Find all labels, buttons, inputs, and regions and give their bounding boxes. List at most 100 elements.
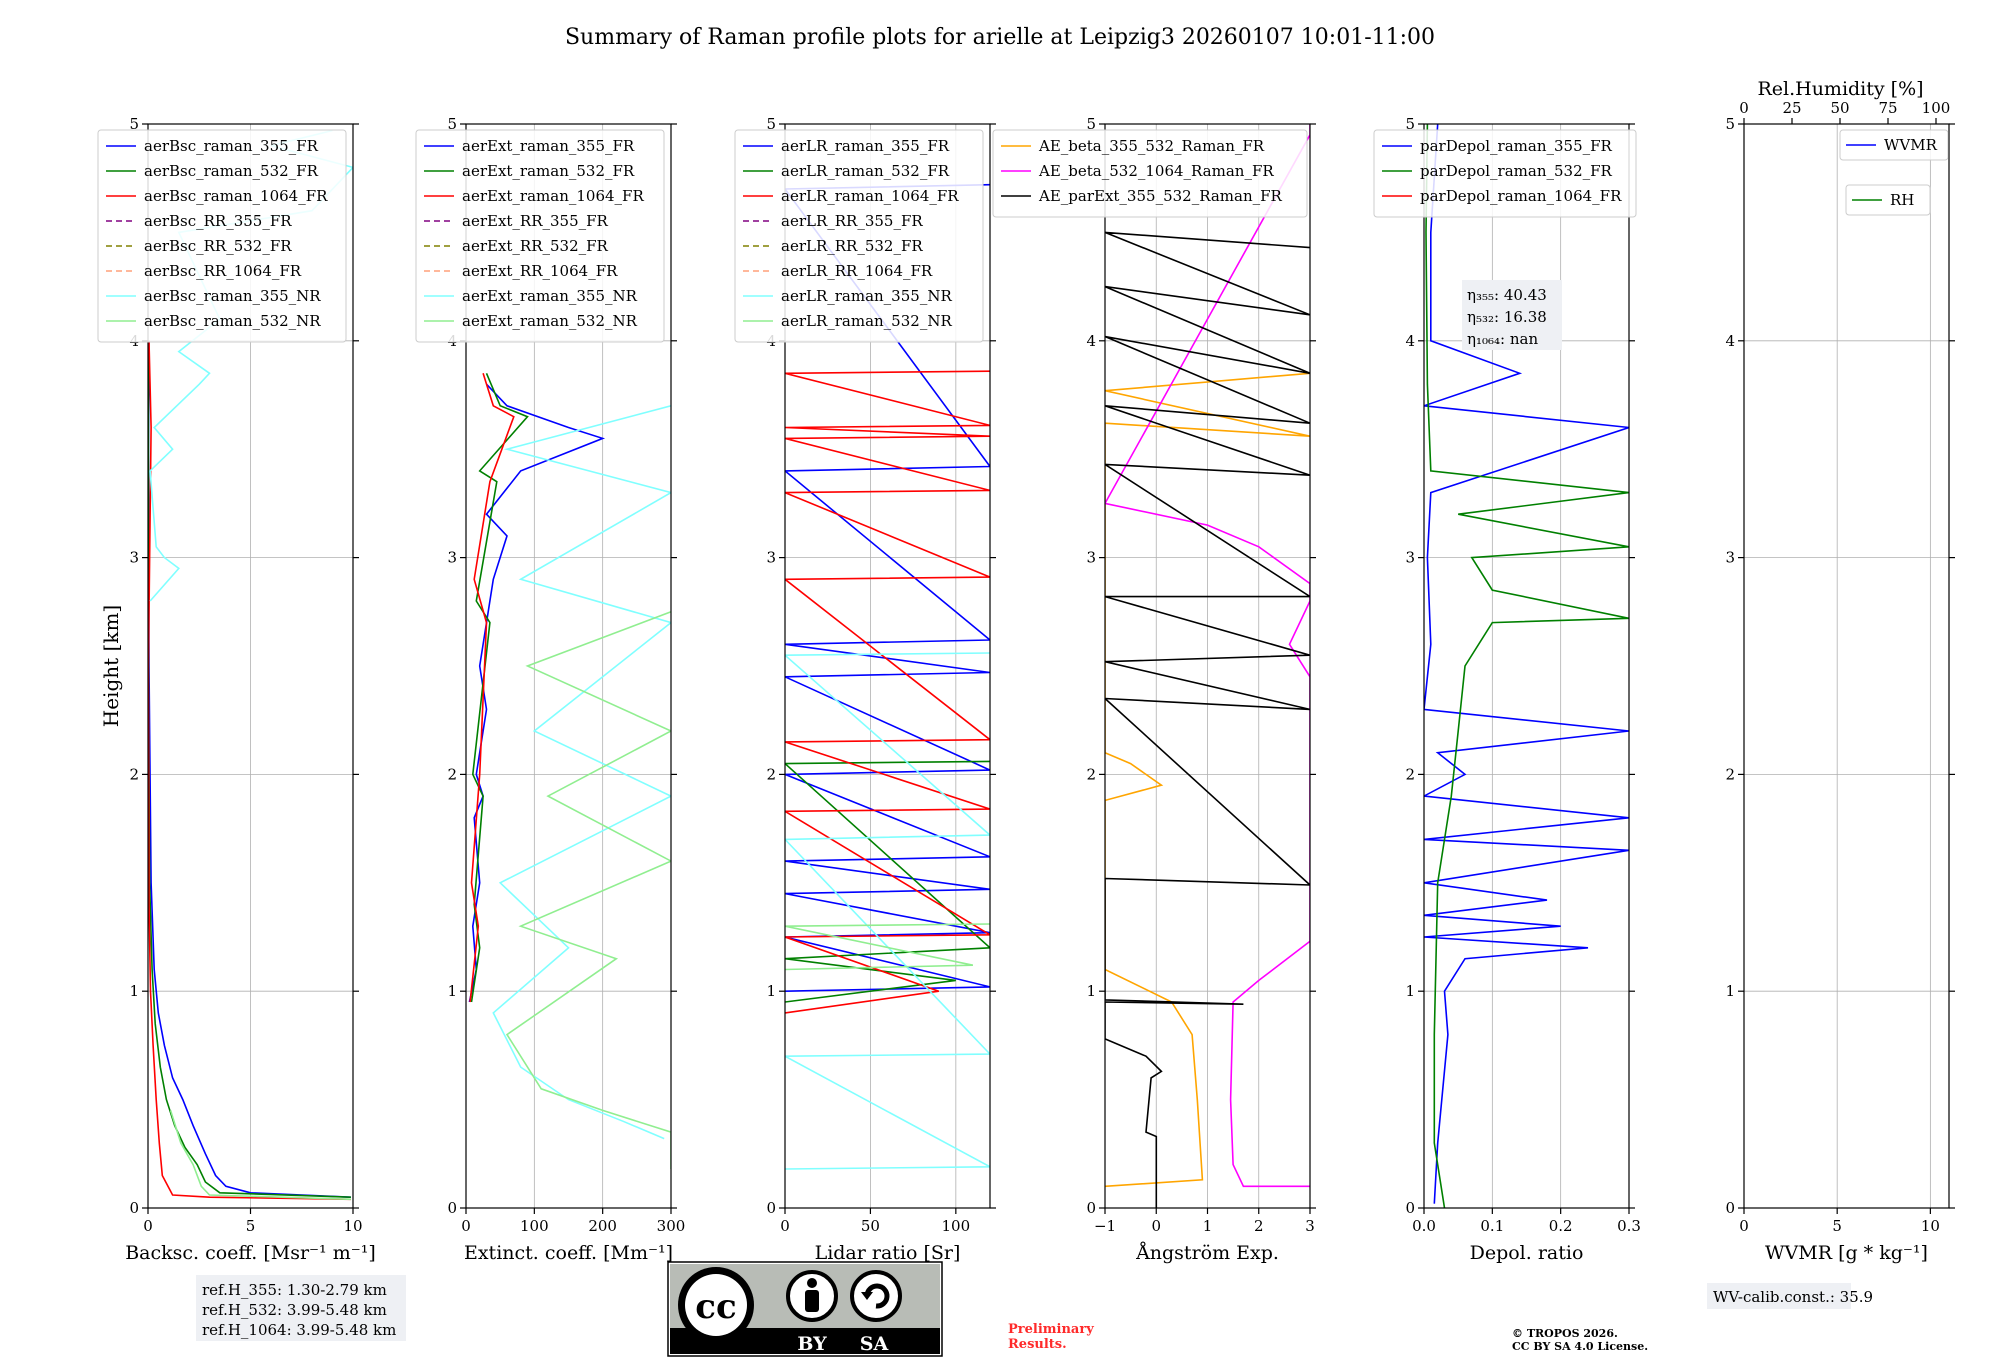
legend-label: aerBsc_raman_355_NR bbox=[144, 287, 321, 305]
legend-label: aerBsc_RR_532_FR bbox=[144, 237, 292, 255]
x-tick-label: 300 bbox=[657, 1217, 686, 1235]
y-tick-label: 2 bbox=[129, 765, 139, 783]
series-group bbox=[468, 372, 671, 1169]
y-tick-label: 2 bbox=[1725, 765, 1735, 783]
y-tick-label: 5 bbox=[766, 115, 776, 133]
panel-ext: 0100200300012345Extinct. coeff. [Mm⁻¹]ae… bbox=[415, 115, 686, 1264]
x-tick-label: 0.3 bbox=[1617, 1217, 1641, 1235]
legend-box bbox=[97, 129, 347, 343]
legend-label: parDepol_raman_532_FR bbox=[1420, 162, 1613, 180]
legend-label: aerExt_raman_532_FR bbox=[462, 162, 635, 180]
x-tick-label: 0.2 bbox=[1549, 1217, 1573, 1235]
legend-label: aerBsc_raman_532_FR bbox=[144, 162, 319, 180]
y-tick-label: 2 bbox=[1405, 765, 1415, 783]
y-tick-label: 4 bbox=[1405, 332, 1415, 350]
top-x-tick-label: 25 bbox=[1782, 99, 1801, 117]
y-tick-label: 2 bbox=[1086, 765, 1096, 783]
series-group bbox=[785, 183, 990, 1170]
y-tick-label: 0 bbox=[766, 1199, 776, 1217]
legend-label: aerLR_RR_355_FR bbox=[781, 212, 923, 230]
eta-annotation: η₁₀₆₄: nan bbox=[1467, 330, 1538, 348]
y-tick-label: 1 bbox=[1086, 982, 1096, 1000]
legend-label: aerExt_raman_532_NR bbox=[462, 312, 638, 330]
copyright-note: © TROPOS 2026. CC BY SA 4.0 License. bbox=[1512, 1327, 1648, 1353]
top-x-tick-label: 0 bbox=[1739, 99, 1749, 117]
x-tick-label: 2 bbox=[1254, 1217, 1264, 1235]
legend-label: aerBsc_raman_355_FR bbox=[144, 137, 319, 155]
x-tick-label: 5 bbox=[246, 1217, 256, 1235]
legend-label: aerExt_RR_532_FR bbox=[462, 237, 609, 255]
eta-annotation-box bbox=[1462, 280, 1562, 350]
y-tick-label: 3 bbox=[766, 549, 776, 567]
top-x-tick-label: 75 bbox=[1878, 99, 1897, 117]
legend-label: AE_parExt_355_532_Raman_FR bbox=[1038, 187, 1283, 205]
y-tick-label: 0 bbox=[447, 1199, 457, 1217]
series-aerExt_raman_1064_FR bbox=[469, 373, 515, 1003]
series-aerLR_raman_1064_FR bbox=[785, 370, 990, 1014]
x-tick-label: 0 bbox=[1739, 1217, 1749, 1235]
legend-label: aerExt_RR_355_FR bbox=[462, 212, 609, 230]
y-tick-label: 3 bbox=[129, 549, 139, 567]
legend-label: aerBsc_raman_532_NR bbox=[144, 312, 321, 330]
cc-license-badge: cc BY SA bbox=[667, 1261, 943, 1357]
y-tick-label: 0 bbox=[1725, 1199, 1735, 1217]
preliminary-line-1: Preliminary bbox=[1008, 1322, 1094, 1337]
legend-label: aerBsc_RR_1064_FR bbox=[144, 262, 302, 280]
y-tick-label: 0 bbox=[1405, 1199, 1415, 1217]
x-tick-label: 200 bbox=[588, 1217, 617, 1235]
y-tick-label: 3 bbox=[1405, 549, 1415, 567]
series-aerLR_raman_355_NR bbox=[785, 652, 990, 1170]
sa-label: SA bbox=[860, 1333, 889, 1355]
series-aerExt_raman_532_NR bbox=[505, 611, 671, 1169]
legend-label: parDepol_raman_355_FR bbox=[1420, 137, 1613, 155]
copyright-line-2: CC BY SA 4.0 License. bbox=[1512, 1340, 1648, 1353]
top-axis-label: Rel.Humidity [%] bbox=[1757, 78, 1923, 100]
eta-annotation: η₅₃₂: 16.38 bbox=[1467, 308, 1547, 326]
x-tick-label: 3 bbox=[1305, 1217, 1315, 1235]
series-aerLR_raman_355_FR bbox=[785, 183, 990, 992]
preliminary-note: Preliminary Results. bbox=[1008, 1322, 1094, 1352]
legend-label: aerLR_raman_532_FR bbox=[781, 162, 950, 180]
x-tick-label: 10 bbox=[1921, 1217, 1940, 1235]
legend-label: AE_beta_355_532_Raman_FR bbox=[1038, 137, 1265, 155]
y-tick-label: 1 bbox=[766, 982, 776, 1000]
x-tick-label: 0 bbox=[461, 1217, 471, 1235]
x-axis-label: Depol. ratio bbox=[1470, 1242, 1584, 1264]
legend-label: AE_beta_532_1064_Raman_FR bbox=[1038, 162, 1274, 180]
series-aerExt_raman_355_FR bbox=[468, 383, 606, 1003]
copyright-line-1: © TROPOS 2026. bbox=[1512, 1327, 1618, 1340]
x-axis-label: Extinct. coeff. [Mm⁻¹] bbox=[464, 1242, 673, 1264]
y-tick-label: 1 bbox=[1725, 982, 1735, 1000]
legend-label: WVMR bbox=[1884, 136, 1938, 154]
panels: 0510012345Backsc. coeff. [Msr⁻¹ m⁻¹]aerB… bbox=[97, 78, 1955, 1264]
x-axis-label: Lidar ratio [Sr] bbox=[815, 1242, 961, 1264]
legend-box bbox=[1839, 129, 1949, 161]
y-tick-label: 3 bbox=[1086, 549, 1096, 567]
y-tick-label: 1 bbox=[129, 982, 139, 1000]
panel-depol: 0.0 0.1 0.2 0.3 0 1 2 3 4 5 Depol. ratio parDepol_r… bbox=[1373, 115, 1641, 1264]
legend-label: RH bbox=[1890, 191, 1914, 209]
eta-annotation: η₃₅₅: 40.43 bbox=[1467, 286, 1547, 304]
cc-logo-text: cc bbox=[695, 1287, 736, 1327]
y-tick-label: 2 bbox=[766, 765, 776, 783]
x-axis-label: Ångström Exp. bbox=[1135, 1242, 1279, 1264]
x-tick-label: 5 bbox=[1832, 1217, 1842, 1235]
wv-calib-const: WV-calib.const.: 35.9 bbox=[1713, 1288, 1873, 1306]
figure-title: Summary of Raman profile plots for ariel… bbox=[565, 25, 1435, 50]
series-parDepol_raman_532_FR bbox=[1425, 124, 1629, 1208]
panel-lr: 050100012345Lidar ratio [Sr]aerLR_raman_… bbox=[734, 115, 996, 1264]
y-tick-label: 4 bbox=[1725, 332, 1735, 350]
x-tick-label: 10 bbox=[343, 1217, 362, 1235]
legend-box bbox=[734, 129, 984, 343]
axes-frame bbox=[1743, 123, 1950, 1209]
y-tick-label: 5 bbox=[129, 115, 139, 133]
x-axis-label: WVMR [g * kg⁻¹] bbox=[1765, 1242, 1928, 1264]
x-tick-label: 1 bbox=[1203, 1217, 1213, 1235]
legend-label: aerExt_RR_1064_FR bbox=[462, 262, 618, 280]
series-group bbox=[1424, 124, 1629, 1208]
legend-label: aerLR_raman_532_NR bbox=[781, 312, 952, 330]
x-tick-label: 100 bbox=[520, 1217, 549, 1235]
top-x-tick-label: 100 bbox=[1922, 99, 1951, 117]
